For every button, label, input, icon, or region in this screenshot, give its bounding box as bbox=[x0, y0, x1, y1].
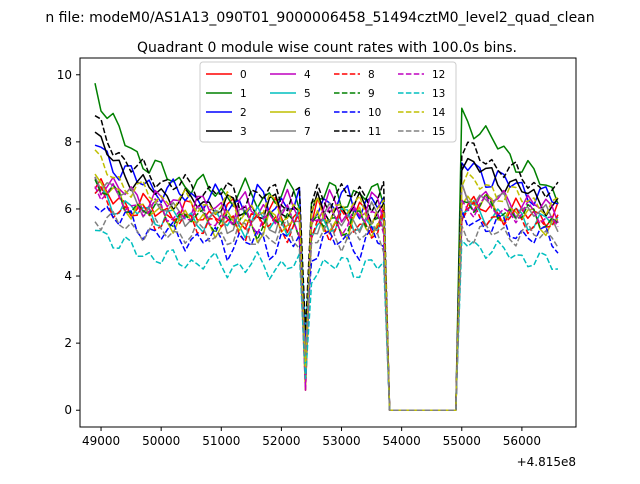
legend-label-3: 3 bbox=[240, 126, 247, 138]
series-line-15 bbox=[94, 210, 559, 411]
legend-label-1: 1 bbox=[240, 88, 247, 100]
x-tick-label: 49000 bbox=[82, 434, 120, 448]
series-line-9 bbox=[94, 179, 559, 411]
series-line-13 bbox=[94, 229, 559, 411]
x-tick-label: 56000 bbox=[503, 434, 541, 448]
series-line-10 bbox=[94, 205, 559, 411]
series-line-14 bbox=[94, 149, 559, 411]
x-tick-label: 53000 bbox=[322, 434, 360, 448]
legend-box bbox=[199, 61, 457, 143]
y-tick-label: 2 bbox=[64, 336, 72, 350]
series-line-11 bbox=[94, 115, 559, 411]
legend-label-5: 5 bbox=[304, 88, 311, 100]
legend-label-11: 11 bbox=[368, 126, 381, 138]
legend-label-8: 8 bbox=[368, 69, 375, 81]
x-offset-label: +4.815e8 bbox=[517, 455, 576, 469]
series-line-8 bbox=[94, 186, 559, 411]
series-line-12 bbox=[94, 183, 559, 411]
chart-title: Quadrant 0 module wise count rates with … bbox=[137, 40, 517, 56]
legend-label-4: 4 bbox=[304, 69, 311, 81]
x-tick-label: 55000 bbox=[443, 434, 481, 448]
y-tick-label: 0 bbox=[64, 403, 72, 417]
y-tick-label: 4 bbox=[64, 269, 72, 283]
y-tick-label: 8 bbox=[64, 135, 72, 149]
legend-label-9: 9 bbox=[368, 88, 375, 100]
series-layer bbox=[94, 83, 559, 411]
legend-label-7: 7 bbox=[304, 126, 311, 138]
legend-label-14: 14 bbox=[432, 107, 446, 119]
x-tick-label: 50000 bbox=[142, 434, 180, 448]
axes-layer: 49000 50000 51000 52000 53000 54000 55000 56000… bbox=[57, 57, 577, 448]
legend-label-10: 10 bbox=[368, 107, 381, 119]
axes-frame bbox=[79, 57, 577, 428]
legend-label-13: 13 bbox=[432, 88, 445, 100]
y-tick-label: 6 bbox=[64, 202, 72, 216]
x-tick-label: 54000 bbox=[383, 434, 421, 448]
series-line-7 bbox=[94, 176, 559, 411]
legend-label-2: 2 bbox=[240, 107, 247, 119]
legend-label-0: 0 bbox=[240, 69, 247, 81]
legend-label-12: 12 bbox=[432, 69, 445, 81]
chart-suptitle: n file: modeM0/AS1A13_090T01_9000006458_… bbox=[45, 10, 594, 26]
series-line-3 bbox=[94, 131, 559, 411]
y-tick-label: 10 bbox=[57, 68, 72, 82]
legend-label-6: 6 bbox=[304, 107, 311, 119]
x-tick-label: 51000 bbox=[202, 434, 240, 448]
legend-label-15: 15 bbox=[432, 126, 445, 138]
x-tick-label: 52000 bbox=[262, 434, 300, 448]
